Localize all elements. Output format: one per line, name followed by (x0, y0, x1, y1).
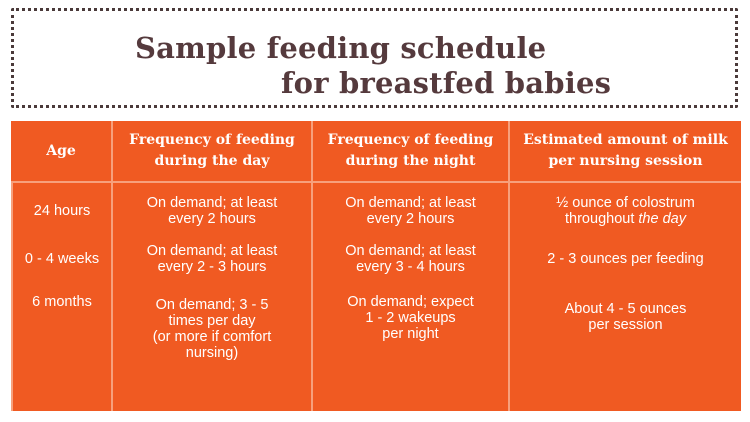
milk-amount-cell: About 4 - 5 ounces per session (565, 289, 687, 381)
milk-amount-cell: 2 - 3 ounces per feeding (547, 241, 703, 277)
age-cell: 6 months (32, 289, 92, 374)
night-frequency-line: every 3 - 4 hours (356, 259, 465, 275)
header-day-line-2: during the day (154, 153, 270, 169)
age-column: 24 hours 0 - 4 weeks 6 months (11, 183, 111, 411)
milk-amount-line: 2 - 3 ounces per feeding (547, 251, 704, 267)
age-cell: 24 hours (34, 193, 90, 229)
night-frequency-line: per night (382, 326, 439, 342)
milk-amount-line: About 4 - 5 ounces (564, 301, 687, 317)
header-age-label: Age (46, 142, 76, 159)
header-night-line-2: during the night (345, 153, 476, 169)
age-cell: 0 - 4 weeks (25, 241, 99, 277)
header-milk-amount: Estimated amount of milk per nursing ses… (508, 121, 741, 183)
day-frequency-line: nursing) (185, 345, 239, 361)
title-box: Sample feeding schedule for breastfed ba… (11, 8, 738, 108)
day-frequency-column: On demand; at least every 2 hours On dem… (111, 183, 311, 411)
night-frequency-line: On demand; at least (345, 243, 476, 259)
milk-amount-emphasis: the day (638, 211, 686, 227)
night-frequency-line: every 2 hours (366, 211, 455, 227)
day-frequency-line: times per day (168, 313, 256, 329)
day-frequency-cell: On demand; 3 - 5 times per day (or more … (153, 289, 271, 369)
milk-amount-line: throughout the day (556, 211, 695, 227)
milk-amount-line: per session (588, 317, 663, 333)
milk-amount-prefix: throughout (565, 211, 639, 227)
night-frequency-cell: On demand; expect 1 - 2 wakeups per nigh… (347, 289, 474, 374)
header-night-line-1: Frequency of feeding (327, 132, 494, 148)
day-frequency-cell: On demand; at least every 2 - 3 hours (147, 241, 278, 277)
age-value: 24 hours (33, 203, 91, 219)
night-frequency-line: On demand; at least (345, 195, 476, 211)
header-age: Age (11, 121, 111, 183)
header-day-line-1: Frequency of feeding (129, 132, 295, 148)
milk-amount-line: ½ ounce of colostrum (556, 195, 695, 211)
feeding-schedule-table: Age Frequency of feeding during the day … (11, 121, 741, 411)
header-night-frequency: Frequency of feeding during the night (311, 121, 508, 183)
header-milk-line-2: per nursing session (548, 153, 703, 169)
title-line-1: Sample feeding schedule (135, 31, 547, 65)
day-frequency-line: On demand; at least (146, 195, 278, 211)
day-frequency-line: On demand; 3 - 5 (155, 297, 269, 313)
milk-amount-cell: ½ ounce of colostrum throughout the day (556, 193, 695, 229)
night-frequency-line: On demand; expect (347, 294, 474, 310)
milk-amount-column: ½ ounce of colostrum throughout the day … (508, 183, 741, 411)
day-frequency-line: On demand; at least (146, 243, 278, 259)
header-milk-line-1: Estimated amount of milk (523, 132, 728, 148)
day-frequency-line: every 2 - 3 hours (157, 259, 267, 275)
age-value: 6 months (32, 294, 92, 310)
header-day-frequency: Frequency of feeding during the day (111, 121, 311, 183)
night-frequency-cell: On demand; at least every 2 hours (345, 193, 476, 229)
age-value: 0 - 4 weeks (24, 251, 100, 267)
night-frequency-cell: On demand; at least every 3 - 4 hours (345, 241, 476, 277)
night-frequency-line: 1 - 2 wakeups (365, 310, 456, 326)
day-frequency-cell: On demand; at least every 2 hours (147, 193, 278, 229)
night-frequency-column: On demand; at least every 2 hours On dem… (311, 183, 508, 411)
title-line-2: for breastfed babies (281, 66, 612, 100)
day-frequency-line: every 2 hours (168, 211, 256, 227)
day-frequency-line: (or more if comfort (152, 329, 272, 345)
